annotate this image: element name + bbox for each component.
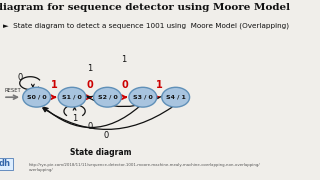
- Text: RESET: RESET: [4, 88, 21, 93]
- Text: 0: 0: [104, 131, 109, 140]
- Text: State diagram: State diagram: [70, 148, 132, 157]
- Text: 0: 0: [122, 80, 129, 90]
- Text: 1: 1: [121, 55, 126, 64]
- Circle shape: [23, 87, 51, 107]
- Text: 0: 0: [18, 73, 23, 82]
- Circle shape: [162, 87, 190, 107]
- Text: 1: 1: [51, 80, 58, 90]
- Text: 1: 1: [156, 80, 163, 90]
- Text: 1: 1: [87, 64, 92, 73]
- Text: overlapping/: overlapping/: [29, 168, 54, 172]
- Text: dh: dh: [0, 159, 11, 168]
- Text: http://rye-pie.com/2018/11/11/sequence-detector-1001-moore-machine-mealy-machine: http://rye-pie.com/2018/11/11/sequence-d…: [29, 163, 261, 167]
- Text: State diagram for sequence detector using Moore Model: State diagram for sequence detector usin…: [0, 3, 291, 12]
- Text: S4 / 1: S4 / 1: [166, 95, 186, 100]
- Text: S1 / 0: S1 / 0: [62, 95, 82, 100]
- Text: ►  State diagram to detect a sequence 1001 using  Moore Model (Overlapping): ► State diagram to detect a sequence 100…: [3, 22, 289, 29]
- Circle shape: [93, 87, 121, 107]
- Text: S0 / 0: S0 / 0: [27, 95, 46, 100]
- Text: S3 / 0: S3 / 0: [133, 95, 153, 100]
- Text: S2 / 0: S2 / 0: [98, 95, 117, 100]
- Circle shape: [129, 87, 157, 107]
- Text: 0: 0: [86, 80, 93, 90]
- Text: 1: 1: [72, 114, 77, 123]
- Text: 0: 0: [87, 122, 92, 131]
- Circle shape: [58, 87, 86, 107]
